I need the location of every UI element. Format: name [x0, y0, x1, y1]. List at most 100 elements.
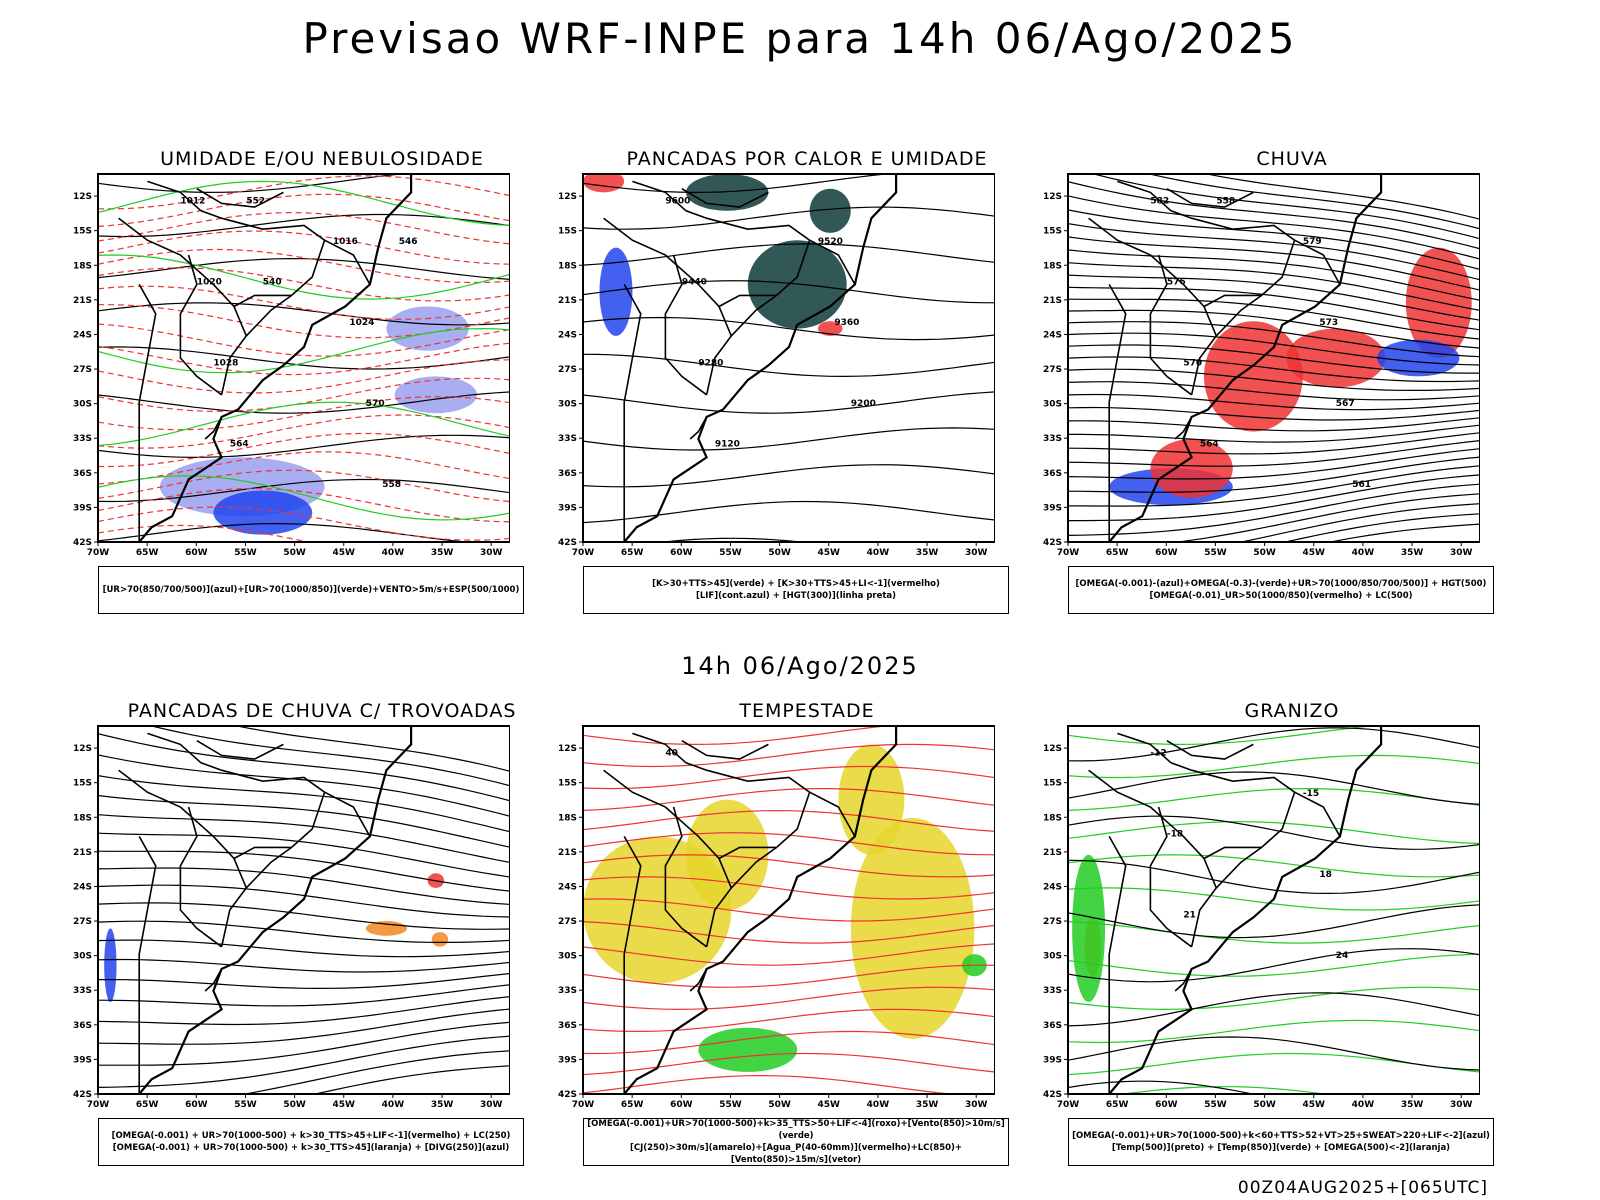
contour-line — [1327, 523, 1480, 542]
contour-line — [583, 726, 893, 746]
coastline — [1108, 174, 1383, 542]
contour-line — [583, 1030, 995, 1055]
country-border — [623, 284, 642, 542]
lon-tick-label: 60W — [1155, 548, 1178, 558]
contour-label: 576 — [1167, 277, 1186, 287]
contour-line — [583, 500, 995, 524]
contour-line — [1068, 440, 1480, 467]
shaded-region — [394, 376, 478, 414]
lon-tick-label: 45W — [1303, 1100, 1326, 1110]
contour-line — [1068, 854, 1480, 878]
contour-label: 546 — [399, 237, 418, 247]
contour-line — [98, 180, 510, 226]
panel-title: PANCADAS DE CHUVA C/ TROVOADAS — [127, 700, 517, 722]
shaded-region — [599, 247, 633, 336]
shaded-region — [838, 744, 905, 855]
contour-line — [98, 972, 510, 990]
contour-label: 9600 — [665, 196, 690, 206]
shaded-region — [1072, 854, 1106, 1002]
map-layer: 40 — [583, 726, 995, 1094]
contour-label: 573 — [1319, 318, 1338, 328]
country-border — [1149, 806, 1193, 948]
contour-label: 9280 — [698, 358, 723, 368]
panel-title: GRANIZO — [1244, 700, 1340, 722]
legend-line: [OMEGA(-0.001) + UR>70(1000-500) + k>30_… — [111, 1131, 511, 1141]
map-background — [1068, 726, 1480, 1094]
lon-tick-label: 50W — [768, 1100, 791, 1110]
lat-tick-label: 15S — [558, 227, 577, 237]
lon-tick-label: 35W — [1401, 1100, 1424, 1110]
contour-line — [583, 921, 995, 944]
contour-line — [98, 884, 510, 918]
contour-line — [1282, 513, 1480, 542]
contour-line — [583, 243, 995, 266]
lon-tick-label: 45W — [818, 1100, 841, 1110]
contour-line — [98, 733, 510, 802]
lat-tick-label: 30S — [558, 400, 577, 410]
contour-label: 24 — [1336, 951, 1349, 961]
map-layer — [98, 726, 510, 1094]
lon-tick-label: 45W — [333, 548, 356, 558]
lon-tick-label: 50W — [283, 1100, 306, 1110]
lat-tick-label: 39S — [73, 1055, 92, 1065]
contour-line — [1068, 992, 1480, 1027]
country-border — [718, 294, 777, 308]
legend-line: [OMEGA(-0.001)+UR>70(1000-500)+k<60+TTS>… — [1072, 1131, 1490, 1141]
lat-tick-label: 24S — [558, 330, 577, 340]
contour-line — [1068, 209, 1480, 270]
lat-tick-label: 30S — [558, 952, 577, 962]
contour-line — [1068, 921, 1480, 944]
map-plot: 9600 9520 9440 9360 9280 9200 9120 12S 15S 18S 21S… — [558, 173, 995, 558]
contour-line — [1068, 262, 1480, 311]
map-layer: -12 -15 -18 18 21 24 — [1068, 726, 1480, 1094]
contour-line — [1068, 727, 1480, 762]
lat-tick-label: 15S — [558, 779, 577, 789]
contour-line — [583, 353, 995, 378]
legend-line: [CJ(250)>30m/s](amarelo)+[Agua_P(40-60mm… — [629, 1143, 963, 1165]
country-border — [1088, 217, 1218, 337]
contour-line — [1068, 393, 1480, 411]
contour-line — [1068, 424, 1480, 443]
lat-tick-label: 15S — [73, 227, 92, 237]
country-border — [324, 239, 371, 285]
lon-tick-label: 50W — [283, 548, 306, 558]
contour-line — [1068, 726, 1378, 746]
shaded-region — [104, 928, 117, 1002]
country-border — [138, 836, 157, 1094]
legend-line: [OMEGA(-0.001) + UR>70(1000-500) + k>30_… — [112, 1143, 510, 1153]
lon-tick-label: 45W — [1303, 548, 1326, 558]
panel-pancadas-calor: PANCADAS POR CALOR E UMIDADE 9600 9520 944… — [555, 148, 1009, 628]
contour-line — [98, 958, 510, 973]
lat-tick-label: 18S — [73, 813, 92, 823]
map-background — [98, 726, 510, 1094]
contour-line — [583, 1074, 957, 1094]
lat-tick-label: 39S — [558, 1055, 577, 1065]
lat-tick-label: 33S — [558, 986, 577, 996]
contour-line — [1068, 286, 1480, 331]
contour-line — [1068, 948, 1480, 983]
panel-chuva: CHUVA 582 579 576 573 570 567 564 561 558 12S 15S 1… — [1040, 148, 1494, 628]
contour-line — [1068, 249, 1480, 301]
coastline — [623, 726, 898, 1094]
country-border — [1117, 732, 1296, 947]
lat-tick-label: 39S — [1043, 1055, 1062, 1065]
lat-tick-label: 42S — [1043, 1090, 1062, 1100]
contour-label: 1028 — [213, 358, 238, 368]
country-border — [681, 740, 769, 760]
contour-line — [149, 726, 510, 787]
coastline — [138, 174, 413, 542]
lon-tick-label: 35W — [916, 1100, 939, 1110]
country-border — [1294, 791, 1341, 837]
legend-box: [OMEGA(-0.001) + UR>70(1000-500) + k>30_… — [98, 1118, 524, 1166]
contour-line — [1068, 236, 1480, 291]
lat-tick-label: 27S — [73, 365, 92, 375]
lat-tick-label: 21S — [73, 296, 92, 306]
country-border — [1203, 846, 1262, 860]
contour-line — [98, 478, 510, 503]
panel-title: UMIDADE E/OU NEBULOSIDADE — [160, 148, 484, 170]
contour-line — [98, 257, 510, 280]
lon-tick-label: 55W — [1204, 1100, 1227, 1110]
lat-tick-label: 15S — [73, 779, 92, 789]
contour-line — [98, 174, 408, 194]
